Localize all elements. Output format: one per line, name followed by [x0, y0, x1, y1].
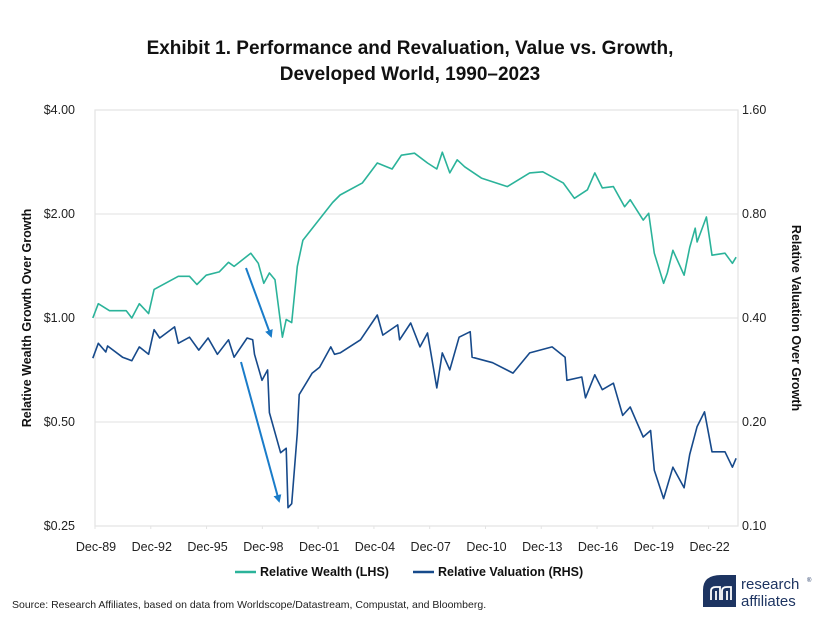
- svg-text:®: ®: [807, 577, 812, 584]
- legend-label-wealth: Relative Wealth (LHS): [260, 565, 389, 579]
- relative-valuation-line: [92, 314, 737, 509]
- x-tick-label: Dec-19: [634, 540, 674, 554]
- legend-label-valuation: Relative Valuation (RHS): [438, 565, 583, 579]
- plot-frame: [94, 109, 739, 527]
- logo-text-line1: research: [741, 576, 799, 593]
- right-tick-label: 0.40: [742, 311, 766, 325]
- x-tick-label: Dec-95: [187, 540, 227, 554]
- right-axis-title: Relative Valuation Over Growth: [789, 225, 803, 411]
- wealth-drop-arrow: [245, 267, 273, 338]
- left-axis-ticks: $4.00 $2.00 $1.00 $0.50 $0.25: [44, 103, 75, 533]
- legend: Relative Wealth (LHS) Relative Valuation…: [235, 565, 583, 579]
- x-tick-label: Dec-07: [411, 540, 451, 554]
- x-tick-label: Dec-98: [243, 540, 283, 554]
- valuation-drop-arrow: [240, 361, 282, 503]
- left-tick-label: $2.00: [44, 207, 75, 221]
- x-tick-label: Dec-22: [689, 540, 729, 554]
- left-tick-label: $4.00: [44, 103, 75, 117]
- chart-title: Exhibit 1. Performance and Revaluation, …: [147, 38, 674, 59]
- chart-title-line2: Developed World, 1990–2023: [280, 64, 541, 85]
- left-axis-title: Relative Wealth Growth Over Growth: [20, 209, 34, 428]
- x-axis-ticks: Dec-89 Dec-92 Dec-95 Dec-98 Dec-01 Dec-04 Dec-…: [76, 526, 730, 554]
- right-tick-label: 0.10: [742, 519, 766, 533]
- series-lines: [92, 151, 737, 509]
- x-tick-label: Dec-16: [578, 540, 618, 554]
- logo-text-line2: affiliates: [741, 593, 796, 610]
- x-tick-label: Dec-89: [76, 540, 116, 554]
- left-tick-label: $0.50: [44, 415, 75, 429]
- right-tick-label: 1.60: [742, 103, 766, 117]
- gridlines: [95, 213, 738, 423]
- research-affiliates-logo: research affiliates ®: [703, 575, 812, 610]
- right-tick-label: 0.20: [742, 415, 766, 429]
- x-tick-label: Dec-13: [522, 540, 562, 554]
- x-tick-label: Dec-10: [466, 540, 506, 554]
- x-tick-label: Dec-92: [132, 540, 172, 554]
- right-axis-ticks: 1.60 0.80 0.40 0.20 0.10: [742, 103, 766, 533]
- source-note: Source: Research Affiliates, based on da…: [12, 599, 486, 611]
- x-tick-label: Dec-04: [355, 540, 395, 554]
- x-tick-label: Dec-01: [299, 540, 339, 554]
- left-tick-label: $1.00: [44, 311, 75, 325]
- relative-wealth-line: [92, 151, 737, 339]
- left-tick-label: $0.25: [44, 519, 75, 533]
- right-tick-label: 0.80: [742, 207, 766, 221]
